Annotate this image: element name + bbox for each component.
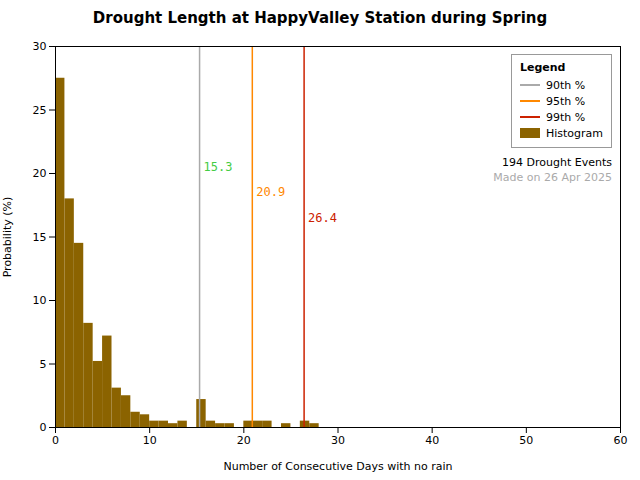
html-text:Made on 26 Apr 2025: Made on 26 Apr 2025: [493, 171, 612, 184]
svg-text:10: 10: [33, 294, 47, 307]
svg-text:25: 25: [33, 104, 47, 117]
svg-text:30: 30: [331, 434, 345, 447]
svg-text:10: 10: [143, 434, 157, 447]
html-text:99th %: 99th %: [545, 110, 586, 124]
svg-text:60: 60: [614, 434, 628, 447]
html-text:Legend: Legend: [519, 61, 566, 74]
svg-text:40: 40: [425, 434, 439, 447]
svg-text:0: 0: [52, 434, 59, 447]
html-text:95th %: 95th %: [545, 94, 586, 108]
html-text:Drought Length at HappyValley: Drought Length at HappyValley Station du…: [92, 9, 548, 27]
svg-text:0: 0: [40, 421, 47, 434]
svg-text:50: 50: [519, 434, 533, 447]
svg-text:26.4: 26.4: [308, 211, 337, 225]
svg-text:5: 5: [40, 358, 47, 371]
html-text:194 Drought Events: 194 Drought Events: [502, 156, 612, 169]
svg-text:15: 15: [33, 231, 47, 244]
html-text:Histogram: Histogram: [545, 126, 603, 140]
svg-text:Probability (%): Probability (%): [1, 197, 14, 278]
svg-text:20: 20: [237, 434, 251, 447]
svg-text:15.3: 15.3: [204, 160, 233, 174]
svg-text:30: 30: [33, 40, 47, 53]
html-text:90th %: 90th %: [545, 78, 586, 92]
svg-text:Number of Consecutive Days wit: Number of Consecutive Days with no rain: [223, 460, 452, 473]
svg-text:20: 20: [33, 167, 47, 180]
svg-text:20.9: 20.9: [256, 185, 285, 199]
